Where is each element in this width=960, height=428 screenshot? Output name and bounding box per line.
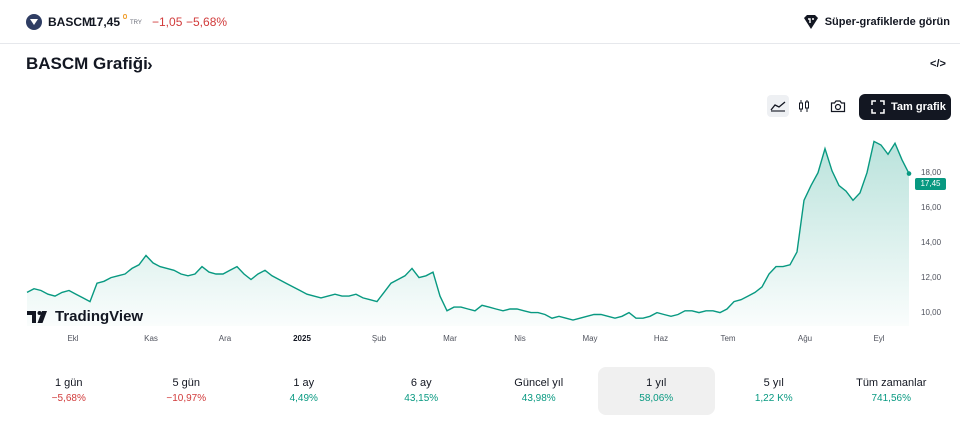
x-axis-label: Şub (371, 334, 387, 343)
area-chart-style-button[interactable] (767, 95, 789, 117)
symbol-name[interactable]: BASCM (48, 15, 92, 29)
performance-periods: 1 gün −5,68% 5 gün −10,97% 1 ay 4,49% 6 … (10, 367, 950, 415)
x-axis-label: Ara (218, 334, 232, 343)
period-1-day[interactable]: 1 gün −5,68% (10, 367, 128, 415)
period-all-time[interactable]: Tüm zamanlar 741,56% (833, 367, 951, 415)
symbol-header-bar: BASCM 17,45 TRY −1,05 −5,68% Süper-grafi… (0, 0, 960, 44)
period-5-years[interactable]: 5 yıl 1,22 K% (715, 367, 833, 415)
snapshot-button[interactable] (827, 95, 849, 117)
price-line (26, 140, 910, 321)
x-axis-label: Mar (443, 334, 457, 343)
chart-title[interactable]: BASCM Grafiği (26, 54, 148, 73)
period-1-month[interactable]: 1 ay 4,49% (245, 367, 363, 415)
price-change: −1,05 (152, 15, 183, 29)
period-change: 1,22 K% (754, 393, 793, 404)
x-axis-label: Ekl (67, 334, 79, 343)
candlestick-icon (799, 100, 809, 112)
full-chart-button[interactable]: Tam grafik (859, 94, 951, 120)
y-axis-label: 16,00 (921, 203, 942, 212)
period-change: 58,06% (639, 393, 674, 404)
period-label: 1 ay (293, 377, 315, 389)
period-label: 6 ay (410, 377, 432, 389)
super-charts-label: Süper-grafiklerde görün (824, 16, 950, 28)
last-price-tag: 17,45 (915, 178, 946, 190)
period-change: 741,56% (871, 393, 911, 404)
x-axis-label: Eyl (873, 334, 885, 343)
period-6-months[interactable]: 6 ay 43,15% (363, 367, 481, 415)
y-axis-label: 12,00 (921, 273, 942, 282)
period-5-days[interactable]: 5 gün −10,97% (128, 367, 246, 415)
chevron-right-icon[interactable]: › (147, 55, 153, 74)
symbol-logo-icon (26, 14, 42, 30)
x-axis-label: Ağu (797, 334, 813, 343)
period-change: −10,97% (166, 393, 207, 404)
price-chart[interactable] (0, 120, 960, 335)
period-label: 5 gün (172, 377, 201, 389)
camera-icon (830, 100, 846, 113)
x-axis-label: May (582, 334, 598, 343)
candles-chart-style-button[interactable] (793, 95, 815, 117)
period-label: 5 yıl (763, 377, 784, 389)
price-area-fill (27, 141, 909, 326)
symbol-currency: TRY (130, 20, 142, 26)
price-status-icon (123, 14, 127, 19)
last-price-dot (906, 171, 912, 176)
period-label: Güncel yıl (514, 377, 564, 389)
y-axis-label: 18,00 (921, 168, 942, 177)
embed-code-button[interactable]: </> (930, 58, 946, 70)
y-axis-label: 14,00 (921, 238, 942, 247)
super-charts-button[interactable]: Süper-grafiklerde görün (803, 13, 950, 31)
period-change: 4,49% (289, 393, 318, 404)
price-change-percent: −5,68% (186, 15, 228, 29)
period-label: 1 gün (54, 377, 83, 389)
x-axis-label: Haz (653, 334, 669, 343)
tradingview-logo[interactable]: TradingView (27, 308, 143, 325)
period-label: Tüm zamanlar (856, 377, 927, 389)
supercharts-logo-icon (803, 15, 818, 29)
period-label: 1 yıl (646, 377, 667, 389)
period-change: −5,68% (51, 393, 86, 404)
x-axis-label: Nis (514, 334, 526, 343)
area-chart-icon (770, 101, 786, 112)
period-1-year[interactable]: 1 yıl 58,06% (597, 367, 715, 415)
x-axis-label: Kas (144, 334, 158, 343)
fullscreen-icon (871, 100, 885, 114)
period-change: 43,15% (404, 393, 439, 404)
tradingview-logo-icon (27, 310, 47, 323)
tradingview-label: TradingView (55, 308, 144, 325)
period-ytd[interactable]: Güncel yıl 43,98% (480, 367, 598, 415)
x-axis-label-year: 2025 (293, 334, 311, 343)
x-axis-label: Tem (720, 334, 736, 343)
symbol-price: 17,45 (90, 15, 121, 29)
period-change: 43,98% (521, 393, 556, 404)
y-axis-label: 10,00 (921, 308, 942, 317)
full-chart-label: Tam grafik (891, 101, 946, 113)
